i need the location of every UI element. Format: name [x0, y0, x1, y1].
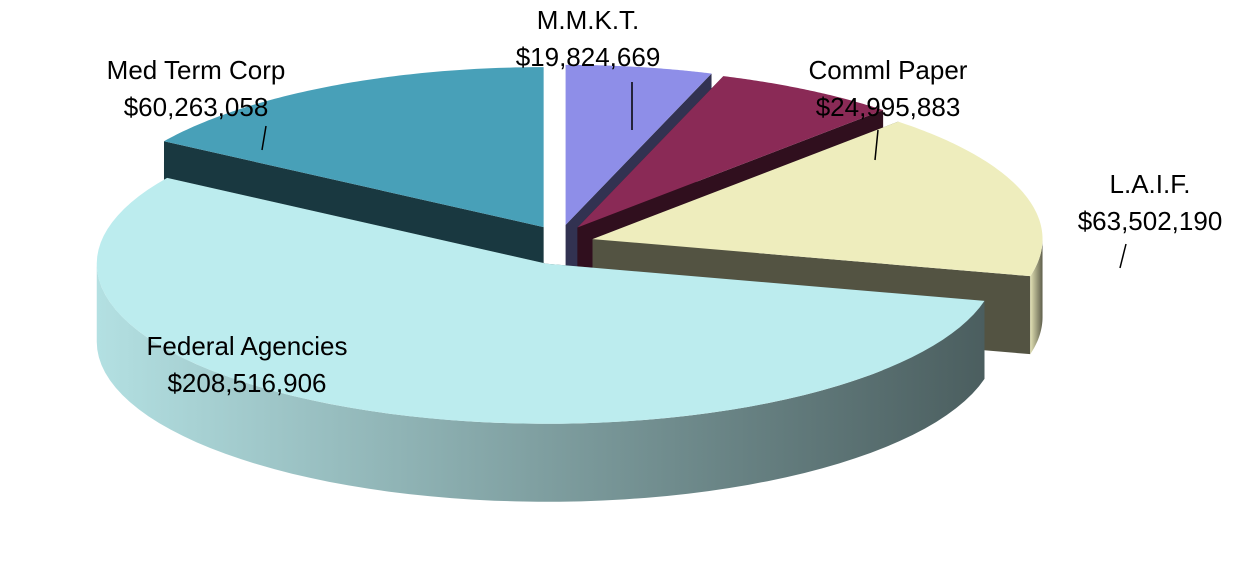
slice-top [577, 76, 884, 228]
slice-side [1030, 239, 1043, 355]
slice-top [163, 67, 544, 228]
slice-side [96, 263, 985, 502]
slice-top [565, 64, 712, 225]
slice-label: Federal Agencies [147, 331, 348, 361]
slice-top [96, 177, 985, 424]
leader-line [261, 125, 267, 151]
slice-label: Comml Paper [809, 55, 968, 85]
leader-line [874, 129, 879, 161]
slice-label: Med Term Corp [107, 55, 286, 85]
slice-value-label: $63,502,190 [1078, 206, 1223, 236]
slice-label: M.M.K.T. [537, 5, 640, 35]
slice-top [592, 121, 1043, 277]
slice [96, 177, 985, 502]
leader-line [1119, 243, 1127, 269]
slice-value-label: $60,263,058 [124, 92, 269, 122]
slice-label: L.A.I.F. [1110, 169, 1191, 199]
slice-value-label: $19,824,669 [516, 42, 661, 72]
slice-value-label: $24,995,883 [816, 92, 961, 122]
slice-value-label: $208,516,906 [167, 368, 326, 398]
